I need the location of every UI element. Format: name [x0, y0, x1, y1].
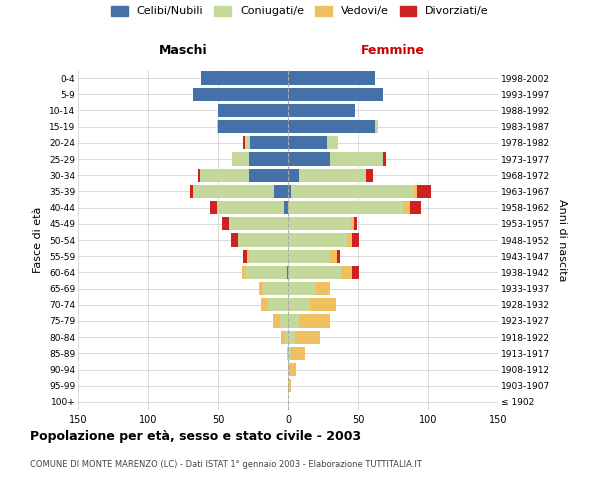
Bar	[193, 88, 288, 101]
Bar	[351, 217, 354, 230]
Bar	[238, 234, 288, 246]
Bar	[190, 185, 193, 198]
Bar	[288, 217, 351, 230]
Bar	[288, 88, 383, 101]
Bar	[230, 234, 238, 246]
Bar	[288, 201, 403, 214]
Y-axis label: Fasce di età: Fasce di età	[34, 207, 43, 273]
Bar	[417, 185, 431, 198]
Bar	[284, 201, 288, 214]
Bar	[291, 346, 305, 360]
Bar	[288, 298, 310, 312]
Bar	[242, 266, 245, 279]
Bar	[232, 152, 249, 166]
Bar	[245, 136, 250, 149]
Bar	[218, 120, 288, 134]
Bar	[200, 168, 249, 182]
Bar	[209, 201, 217, 214]
Bar	[352, 266, 359, 279]
Bar	[299, 168, 367, 182]
Bar	[316, 282, 330, 295]
Bar	[288, 152, 330, 166]
Bar	[288, 282, 316, 295]
Bar	[217, 201, 284, 214]
Bar	[268, 298, 288, 312]
Bar	[327, 136, 338, 149]
Bar	[243, 250, 247, 263]
Bar	[201, 72, 288, 85]
Bar	[222, 217, 229, 230]
Bar	[262, 298, 268, 312]
Bar	[249, 168, 288, 182]
Bar	[341, 266, 352, 279]
Bar	[383, 152, 386, 166]
Bar	[288, 136, 327, 149]
Bar	[249, 250, 288, 263]
Bar	[414, 185, 417, 198]
Bar	[367, 168, 373, 182]
Bar	[352, 234, 359, 246]
Bar	[249, 152, 288, 166]
Text: Femmine: Femmine	[361, 44, 425, 58]
Legend: Celibi/Nubili, Coniugati/e, Vedovi/e, Divorziati/e: Celibi/Nubili, Coniugati/e, Vedovi/e, Di…	[111, 6, 489, 16]
Bar	[330, 250, 337, 263]
Bar	[288, 363, 289, 376]
Bar	[295, 330, 320, 344]
Text: Popolazione per età, sesso e stato civile - 2003: Popolazione per età, sesso e stato civil…	[30, 430, 361, 443]
Bar	[354, 217, 356, 230]
Bar	[287, 266, 288, 279]
Bar	[375, 120, 377, 134]
Bar	[291, 185, 414, 198]
Bar	[288, 168, 299, 182]
Bar	[288, 379, 291, 392]
Bar	[280, 314, 288, 328]
Bar	[288, 346, 291, 360]
Text: COMUNE DI MONTE MARENZO (LC) - Dati ISTAT 1° gennaio 2003 - Elaborazione TUTTITA: COMUNE DI MONTE MARENZO (LC) - Dati ISTA…	[30, 460, 422, 469]
Bar	[337, 250, 340, 263]
Bar	[193, 185, 274, 198]
Bar	[288, 234, 347, 246]
Bar	[288, 72, 375, 85]
Bar	[229, 217, 288, 230]
Bar	[243, 136, 245, 149]
Bar	[247, 250, 249, 263]
Bar	[288, 314, 299, 328]
Bar	[299, 314, 330, 328]
Bar	[272, 314, 280, 328]
Bar	[330, 152, 383, 166]
Bar	[281, 330, 285, 344]
Bar	[285, 330, 288, 344]
Bar	[288, 185, 291, 198]
Bar	[288, 120, 375, 134]
Bar	[199, 168, 200, 182]
Bar	[263, 282, 288, 295]
Bar	[287, 346, 288, 360]
Bar	[218, 104, 288, 117]
Y-axis label: Anni di nascita: Anni di nascita	[557, 198, 566, 281]
Text: Maschi: Maschi	[158, 44, 208, 58]
Bar	[259, 282, 263, 295]
Bar	[245, 266, 287, 279]
Bar	[410, 201, 421, 214]
Bar	[274, 185, 288, 198]
Bar	[288, 104, 355, 117]
Bar	[347, 234, 352, 246]
Bar	[310, 298, 335, 312]
Bar	[288, 330, 295, 344]
Bar	[288, 266, 341, 279]
Bar	[217, 120, 218, 134]
Bar	[288, 250, 330, 263]
Bar	[403, 201, 410, 214]
Bar	[289, 363, 296, 376]
Bar	[250, 136, 288, 149]
